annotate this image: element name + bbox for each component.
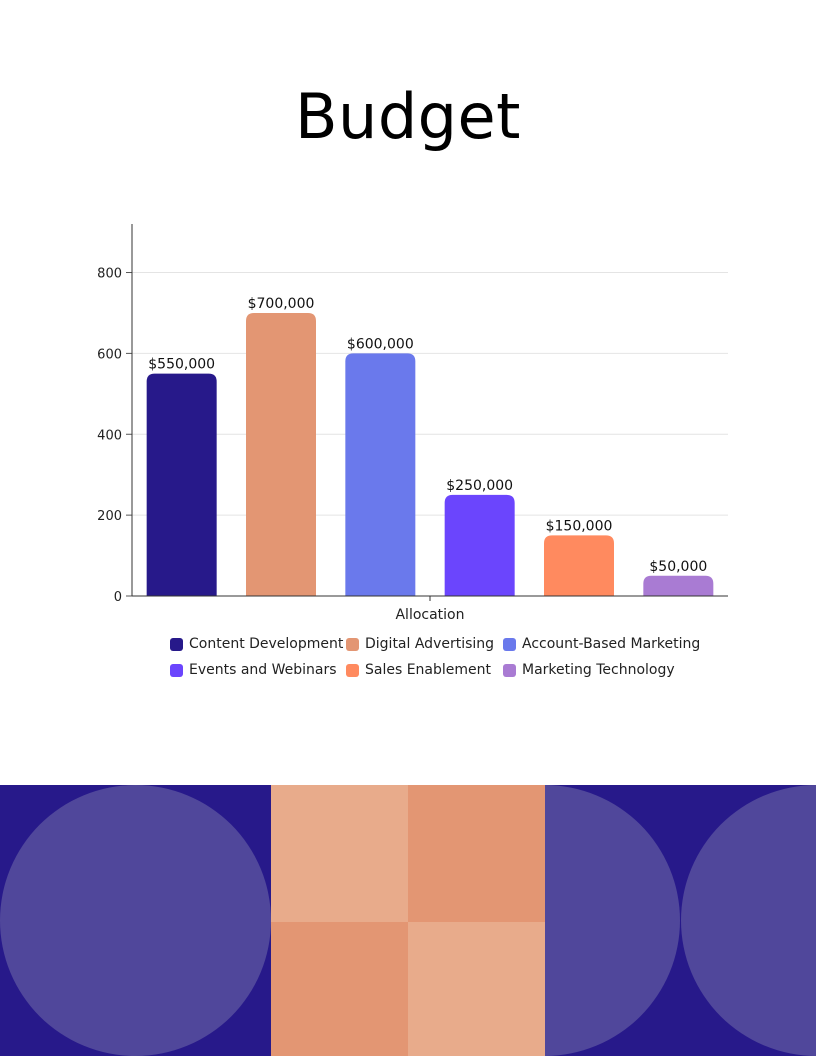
y-tick-label: 0 (114, 590, 122, 605)
bar-marketing-technology (643, 575, 714, 596)
legend-swatch (170, 637, 183, 651)
budget-bar-chart: $550,000 $700,000 $600,000 $250,000 $150,000… (97, 224, 728, 623)
footer-tile-top-left (271, 785, 408, 922)
legend-swatch (346, 663, 359, 677)
bar-data-label: $700,000 (248, 296, 315, 312)
legend-label: Marketing Technology (522, 662, 675, 678)
legend-swatch (346, 637, 359, 651)
bar-content-development (146, 373, 217, 596)
legend-label: Sales Enablement (365, 662, 492, 678)
y-tick-label: 600 (97, 347, 122, 362)
chart-data-labels: $550,000 $700,000 $600,000 $250,000 $150,000… (148, 296, 707, 575)
decorative-footer (0, 785, 816, 1056)
page-title: Budget (295, 80, 521, 153)
bar-data-label: $50,000 (649, 559, 707, 575)
footer-half-circle-clip (545, 785, 681, 1056)
legend-label: Events and Webinars (189, 662, 337, 678)
y-tick-label: 400 (97, 428, 122, 443)
chart-axes: 0 200 400 600 800 Allocation (97, 224, 728, 623)
legend-swatch (503, 663, 516, 677)
bar-data-label: $250,000 (446, 478, 513, 494)
footer-half-circle (545, 785, 680, 1056)
footer-tile-bottom-left (271, 922, 408, 1056)
legend-item: Sales Enablement (346, 662, 503, 678)
legend-swatch (503, 637, 516, 651)
bar-data-label: $600,000 (347, 336, 414, 352)
bar-events-and-webinars (444, 494, 515, 596)
legend-label: Digital Advertising (365, 636, 495, 652)
legend-item: Digital Advertising (346, 636, 503, 652)
legend-label: Content Development (189, 636, 344, 652)
legend-item: Content Development (170, 636, 346, 652)
bar-digital-advertising (246, 312, 316, 596)
legend-item: Events and Webinars (170, 662, 346, 678)
y-tick-label: 800 (97, 267, 122, 282)
footer-circle-left (0, 785, 271, 1056)
bar-data-label: $550,000 (148, 357, 215, 373)
footer-tile-top-right (408, 785, 545, 922)
bar-sales-enablement (544, 535, 614, 596)
legend-label: Account-Based Marketing (522, 636, 701, 652)
chart-legend: Content Development Digital Advertising Ac… (170, 636, 730, 678)
chart-bars (146, 312, 714, 596)
legend-item: Marketing Technology (503, 662, 713, 678)
chart-gridlines (132, 272, 728, 516)
bar-data-label: $150,000 (546, 518, 613, 534)
legend-swatch (170, 663, 183, 677)
legend-item: Account-Based Marketing (503, 636, 713, 652)
bar-account-based-marketing (345, 353, 416, 596)
x-axis-label: Allocation (395, 607, 464, 623)
y-tick-label: 200 (97, 509, 122, 524)
footer-tile-bottom-right (408, 922, 545, 1056)
